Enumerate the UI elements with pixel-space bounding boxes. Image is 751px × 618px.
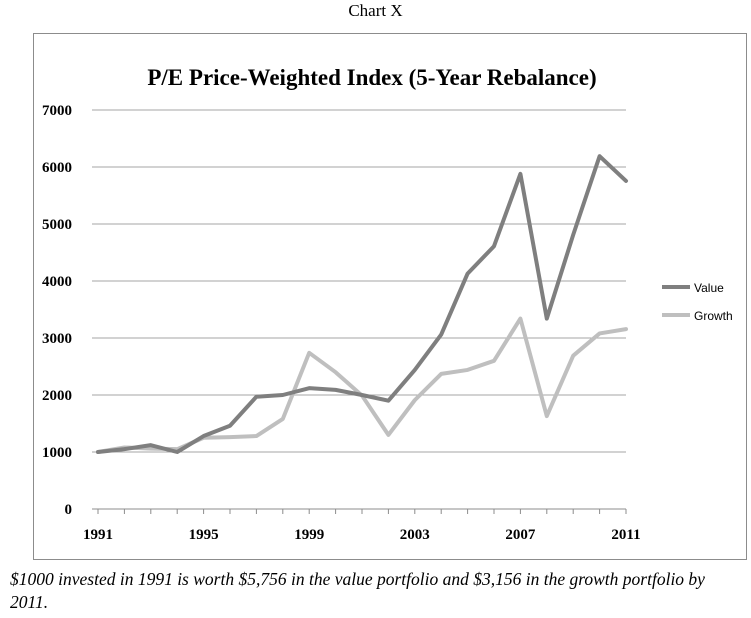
legend-label-value: Value [694,281,724,295]
x-axis-ticks: 1991 1995 1999 2003 2007 2011 [83,509,641,543]
x-tick-label: 2011 [611,527,640,543]
legend: Value Growth [662,281,733,323]
y-tick-label: 3000 [42,331,72,347]
y-tick-label: 1000 [42,445,72,461]
y-tick-label: 4000 [42,274,72,290]
legend-label-growth: Growth [694,309,733,323]
y-tick-label: 2000 [42,388,72,404]
y-tick-label: 5000 [42,217,72,233]
y-tick-label: 0 [65,502,73,518]
x-tick-label: 1999 [294,527,324,543]
series-line-value [96,154,628,454]
y-tick-label: 7000 [42,103,72,119]
y-tick-label: 6000 [42,160,72,176]
chart-label: Chart X [348,1,403,20]
series-line-growth [96,316,628,454]
caption: $1000 invested in 1991 is worth $5,756 i… [10,569,705,612]
series-lines [96,154,628,454]
chart-title: P/E Price-Weighted Index (5-Year Rebalan… [147,65,596,90]
x-tick-label: 1991 [83,527,113,543]
x-tick-label: 2007 [505,527,536,543]
y-axis-ticks: 0 1000 2000 3000 4000 5000 6000 7000 [42,103,72,518]
x-tick-label: 1995 [189,527,219,543]
x-tick-label: 2003 [400,527,430,543]
chart-frame [33,33,747,560]
